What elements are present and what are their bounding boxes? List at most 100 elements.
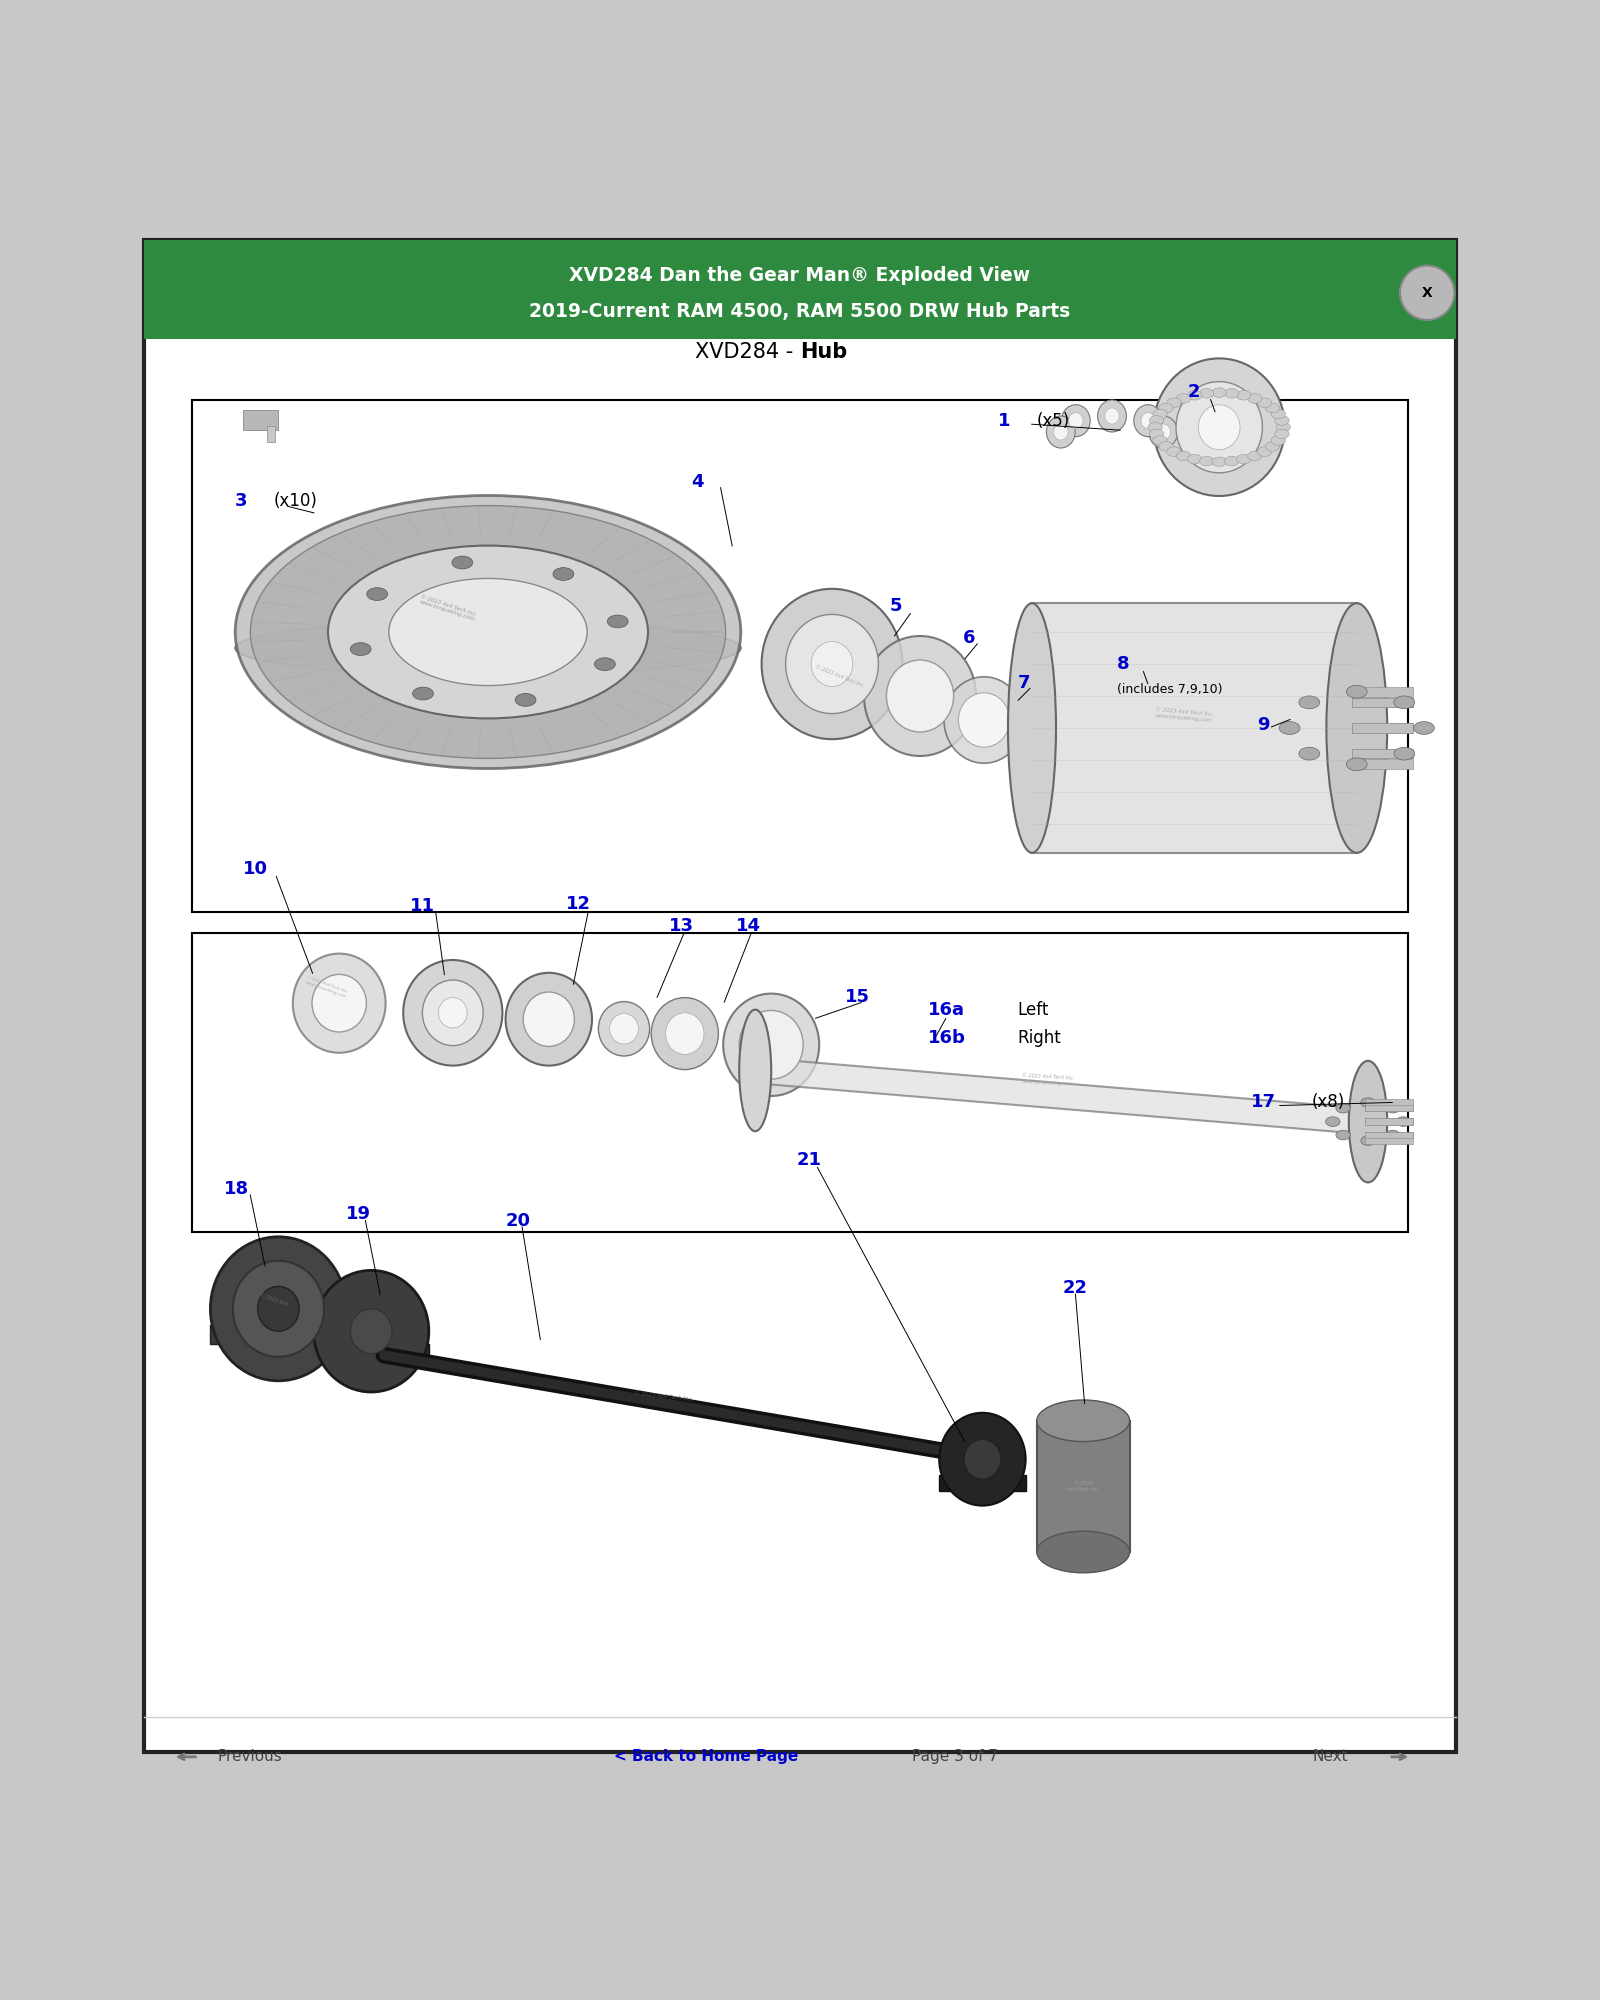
Ellipse shape [210,1236,346,1380]
Text: Next: Next [1312,1750,1347,1764]
Ellipse shape [235,620,741,676]
Bar [243,410,278,430]
Bar [1352,686,1413,696]
Ellipse shape [1200,388,1214,398]
Ellipse shape [1098,400,1126,432]
Ellipse shape [438,998,467,1028]
Ellipse shape [811,642,853,686]
Bar [1352,760,1413,770]
Text: © 2023 4x4 Tech Inc.
www.torqueking.com: © 2023 4x4 Tech Inc. www.torqueking.com [304,976,349,998]
Text: 17: 17 [1251,1094,1277,1112]
Text: Hub: Hub [800,342,848,362]
Text: © 2023 4x4 Tech Inc.
www.torqueking.com: © 2023 4x4 Tech Inc. www.torqueking.com [1154,708,1214,724]
Text: 20: 20 [506,1212,531,1230]
Ellipse shape [963,1440,1002,1480]
Ellipse shape [939,1412,1026,1506]
Ellipse shape [651,998,718,1070]
Ellipse shape [1394,696,1414,708]
Ellipse shape [350,1308,392,1354]
Text: 12: 12 [566,896,592,912]
Ellipse shape [1270,410,1285,418]
Text: © 2023 4x4 Tech Inc.
www.torqueking.com: © 2023 4x4 Tech Inc. www.torqueking.com [418,594,478,622]
Text: © 2023 4x4 Tech Inc.: © 2023 4x4 Tech Inc. [634,1392,694,1402]
Ellipse shape [1046,416,1075,448]
Ellipse shape [1266,442,1280,452]
Text: 18: 18 [224,1180,250,1198]
Text: 3: 3 [235,492,248,510]
Ellipse shape [1176,394,1190,404]
Polygon shape [939,1476,1026,1492]
Ellipse shape [1200,456,1214,466]
Ellipse shape [314,1270,429,1392]
Ellipse shape [739,1010,803,1080]
Ellipse shape [1346,686,1366,698]
Ellipse shape [515,694,536,706]
Polygon shape [755,1058,1368,1134]
Bar [1365,1132,1413,1138]
Ellipse shape [1248,452,1262,460]
Ellipse shape [1224,388,1238,398]
Ellipse shape [389,578,587,686]
Text: Right: Right [1018,1030,1061,1048]
Ellipse shape [1061,404,1090,436]
Ellipse shape [762,588,902,740]
Text: © 2023 4x4 Tech Inc.
www.torqueking.com: © 2023 4x4 Tech Inc. www.torqueking.com [1021,1074,1075,1086]
Text: 16a: 16a [928,1000,965,1018]
Ellipse shape [1299,696,1320,708]
Text: 16b: 16b [928,1030,966,1048]
Text: 21: 21 [797,1152,822,1168]
Ellipse shape [1037,1400,1130,1442]
Bar [1365,1104,1413,1112]
Text: XVD284 Dan the Gear Man® Exploded View: XVD284 Dan the Gear Man® Exploded View [570,266,1030,284]
Text: 7: 7 [1018,674,1030,692]
Text: (includes 7,9,10): (includes 7,9,10) [1117,684,1222,696]
Ellipse shape [666,1012,704,1054]
Ellipse shape [1325,1116,1341,1126]
Ellipse shape [1275,416,1290,426]
Ellipse shape [1395,1116,1411,1126]
Ellipse shape [1176,382,1262,472]
Ellipse shape [1270,436,1285,446]
Ellipse shape [250,506,726,758]
Text: 13: 13 [669,918,694,936]
Bar [1365,1100,1413,1106]
Ellipse shape [403,960,502,1066]
Ellipse shape [1248,394,1262,404]
Ellipse shape [1237,454,1251,464]
Ellipse shape [1187,390,1202,400]
Ellipse shape [1154,436,1168,446]
Bar [1365,1104,1413,1112]
Ellipse shape [1008,604,1056,852]
Ellipse shape [1336,1130,1350,1140]
Ellipse shape [1299,748,1320,760]
Text: < Back to Home Page: < Back to Home Page [614,1750,798,1764]
Ellipse shape [1278,722,1299,734]
Ellipse shape [1360,1136,1376,1146]
Text: 5: 5 [890,598,902,616]
Bar [267,426,275,442]
Ellipse shape [610,1014,638,1044]
Ellipse shape [1414,722,1435,734]
Text: (x10): (x10) [274,492,317,510]
Text: Page 3 of 7: Page 3 of 7 [912,1750,998,1764]
Polygon shape [210,1324,347,1344]
Ellipse shape [958,692,1010,748]
Ellipse shape [1155,424,1171,440]
Bar [1365,1132,1413,1138]
Text: © 2023 4x4: © 2023 4x4 [259,1292,288,1306]
Ellipse shape [1346,758,1366,770]
Text: 2: 2 [1187,384,1200,400]
Ellipse shape [864,636,976,756]
Ellipse shape [1158,442,1173,452]
Ellipse shape [258,1286,299,1332]
Ellipse shape [1213,388,1227,398]
Ellipse shape [312,974,366,1032]
Ellipse shape [739,1010,771,1132]
Text: © 2023
4x4 Tech Inc.: © 2023 4x4 Tech Inc. [1067,1480,1099,1492]
Bar [1352,724,1413,732]
Ellipse shape [1386,1104,1400,1112]
Text: 10: 10 [243,860,269,878]
Ellipse shape [1149,416,1163,426]
Ellipse shape [422,980,483,1046]
Ellipse shape [366,588,387,600]
